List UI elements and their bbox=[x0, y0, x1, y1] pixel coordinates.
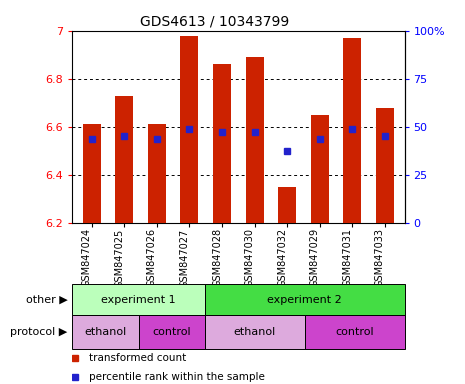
Bar bbox=[205, 284, 405, 315]
Title: GDS4613 / 10343799: GDS4613 / 10343799 bbox=[140, 14, 290, 28]
Text: control: control bbox=[335, 327, 374, 337]
Bar bbox=[305, 315, 405, 349]
Bar bbox=[180, 36, 199, 223]
Text: experiment 2: experiment 2 bbox=[267, 295, 342, 305]
Text: ethanol: ethanol bbox=[84, 327, 126, 337]
Bar bbox=[139, 315, 205, 349]
Bar bbox=[205, 315, 305, 349]
Bar bbox=[213, 65, 231, 223]
Bar bbox=[344, 38, 361, 223]
Text: control: control bbox=[153, 327, 191, 337]
Bar bbox=[83, 124, 100, 223]
Bar bbox=[278, 187, 296, 223]
Text: percentile rank within the sample: percentile rank within the sample bbox=[89, 372, 265, 382]
Bar bbox=[115, 96, 133, 223]
Text: transformed count: transformed count bbox=[89, 353, 186, 363]
Bar bbox=[376, 108, 394, 223]
Text: ethanol: ethanol bbox=[234, 327, 276, 337]
Bar bbox=[72, 284, 205, 315]
Text: experiment 1: experiment 1 bbox=[101, 295, 176, 305]
Bar bbox=[72, 315, 139, 349]
Text: protocol ▶: protocol ▶ bbox=[10, 327, 67, 337]
Bar bbox=[311, 115, 329, 223]
Bar bbox=[148, 124, 166, 223]
Bar bbox=[246, 57, 264, 223]
Text: other ▶: other ▶ bbox=[26, 295, 67, 305]
